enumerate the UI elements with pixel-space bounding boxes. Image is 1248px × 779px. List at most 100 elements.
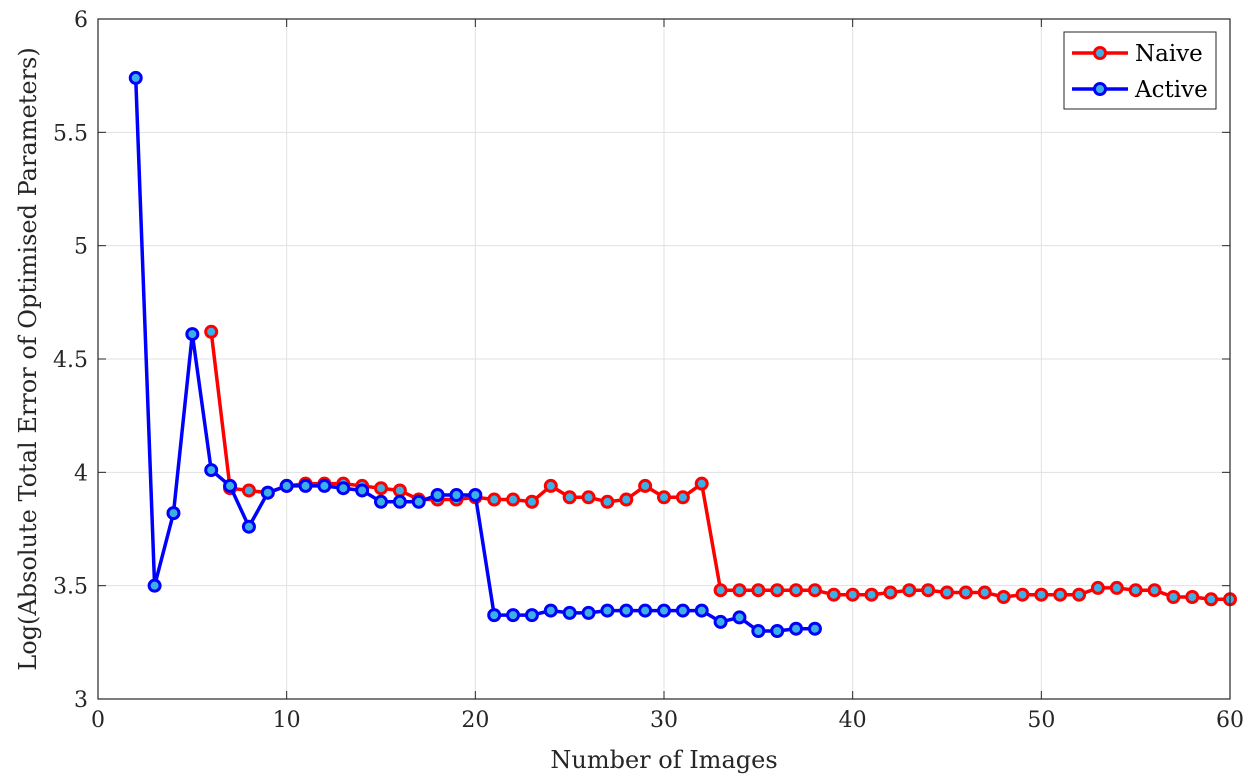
data-point-naive <box>1109 580 1124 595</box>
data-point-naive <box>241 483 256 498</box>
legend: Naive Active <box>1063 31 1217 110</box>
data-point-naive <box>392 483 407 498</box>
data-point-naive <box>1185 590 1200 604</box>
data-point-active <box>185 327 200 342</box>
data-point-naive <box>562 490 577 505</box>
data-point-naive <box>694 476 709 491</box>
data-point-active <box>336 481 351 496</box>
axis-ticks <box>97 18 1231 700</box>
data-point-naive <box>600 494 615 509</box>
data-point-active <box>411 494 426 509</box>
data-point-active <box>449 488 464 502</box>
x-tick-label: 20 <box>461 708 489 733</box>
data-point-active <box>355 483 370 498</box>
data-point-naive <box>204 324 219 339</box>
data-point-naive <box>675 490 690 505</box>
data-point-active <box>223 478 238 493</box>
data-point-active <box>279 478 294 493</box>
data-point-naive <box>902 583 917 598</box>
data-point-naive <box>1090 580 1105 595</box>
y-axis-title: Log(Absolute Total Error of Optimised Pa… <box>14 47 42 670</box>
data-point-active <box>807 621 822 636</box>
data-point-active <box>260 485 275 500</box>
data-point-naive <box>1053 587 1068 602</box>
data-point-naive <box>845 587 860 602</box>
data-point-naive <box>374 481 388 496</box>
data-point-active <box>694 603 709 618</box>
data-point-active <box>751 624 766 638</box>
data-point-naive <box>826 587 841 602</box>
x-axis-title: Number of Images <box>550 746 777 774</box>
data-point-naive <box>1204 592 1219 607</box>
data-point-active <box>713 614 728 629</box>
data-point-naive <box>977 585 992 600</box>
x-tick-label: 0 <box>91 708 105 733</box>
data-point-naive <box>770 583 785 598</box>
data-point-naive <box>1166 590 1181 604</box>
y-tick-label: 5.5 <box>53 121 88 146</box>
data-point-naive <box>789 583 804 598</box>
legend-marker-naive <box>1093 46 1107 60</box>
data-point-active <box>204 463 219 478</box>
data-point-naive <box>713 583 728 598</box>
y-tick-label: 5 <box>74 235 88 260</box>
data-point-active <box>562 605 577 620</box>
data-point-active <box>732 610 747 625</box>
data-point-active <box>317 478 332 493</box>
x-tick-labels: 0 10 20 30 40 50 60 <box>91 708 1244 733</box>
data-point-naive <box>657 490 671 505</box>
data-point-active <box>581 605 596 620</box>
data-point-naive <box>1128 583 1143 598</box>
series-active <box>128 70 822 638</box>
data-point-naive <box>1015 587 1030 602</box>
data-point-naive <box>506 492 521 507</box>
data-point-active <box>468 488 483 502</box>
x-tick-label: 60 <box>1216 708 1244 733</box>
x-tick-label: 40 <box>839 708 867 733</box>
data-point-naive <box>921 583 936 598</box>
data-point-naive <box>524 494 539 509</box>
data-point-naive <box>732 583 747 598</box>
data-point-naive <box>638 478 653 493</box>
y-tick-label: 6 <box>74 8 88 33</box>
legend-box <box>1063 31 1217 110</box>
data-point-naive <box>543 478 558 493</box>
legend-label-naive: Naive <box>1135 41 1203 67</box>
y-tick-label: 3 <box>74 688 88 713</box>
data-point-naive <box>487 492 502 507</box>
data-point-active <box>506 608 521 623</box>
x-tick-label: 30 <box>650 708 678 733</box>
data-point-active <box>374 494 388 509</box>
data-point-naive <box>807 583 822 598</box>
data-point-naive <box>619 492 634 507</box>
data-point-naive <box>940 585 954 600</box>
legend-label-active: Active <box>1134 77 1208 103</box>
data-point-naive <box>864 587 879 602</box>
data-point-active <box>487 608 502 623</box>
data-point-active <box>430 488 445 502</box>
data-point-naive <box>581 490 596 505</box>
data-point-active <box>147 578 162 593</box>
y-tick-label: 3.5 <box>53 575 88 600</box>
legend-marker-active <box>1093 82 1107 96</box>
data-point-active <box>619 603 634 618</box>
data-point-active <box>675 603 690 618</box>
data-point-active <box>128 70 143 85</box>
series-layer <box>128 70 1237 638</box>
data-point-naive <box>1034 587 1049 602</box>
data-point-active <box>789 621 804 636</box>
data-point-naive <box>958 585 973 600</box>
data-point-naive <box>883 585 898 600</box>
x-tick-label: 50 <box>1027 708 1055 733</box>
data-point-active <box>600 603 615 618</box>
data-point-active <box>298 478 313 493</box>
data-point-active <box>657 603 671 618</box>
data-point-active <box>166 506 181 521</box>
data-point-active <box>241 519 256 534</box>
data-point-active <box>638 603 653 618</box>
data-point-active <box>392 494 407 509</box>
y-tick-labels: 3 3.5 4 4.5 5 5.5 6 <box>53 8 88 713</box>
data-point-active <box>524 608 539 623</box>
data-point-active <box>543 603 558 618</box>
